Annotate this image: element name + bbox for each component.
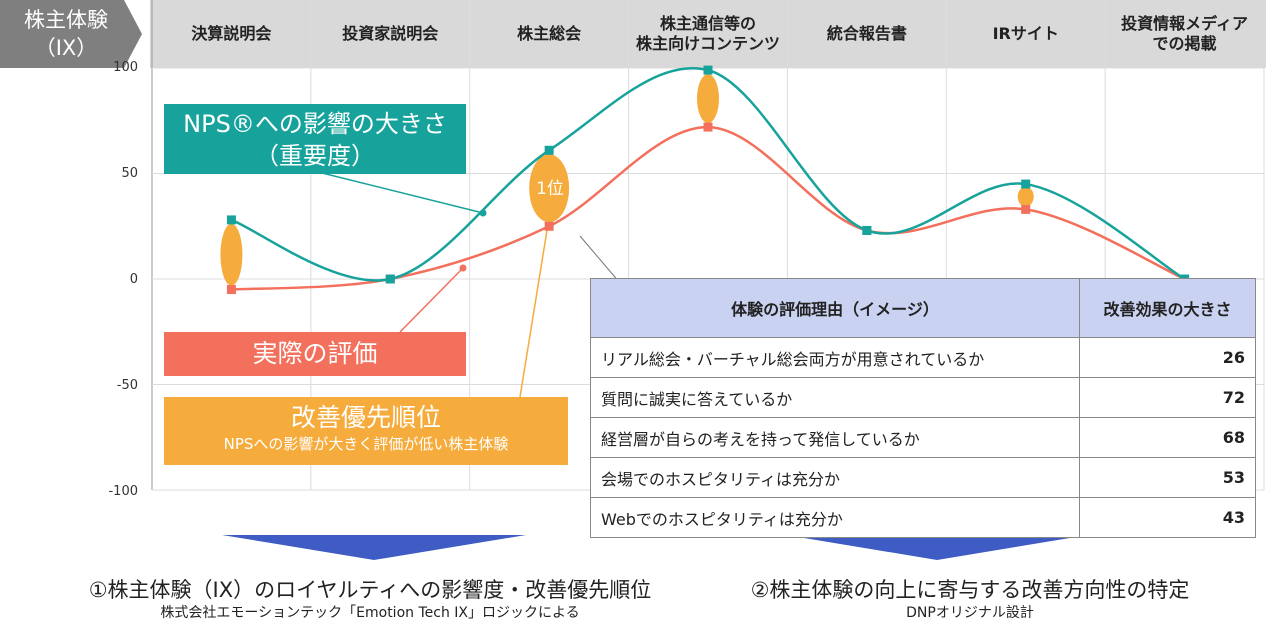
table-row: 質問に誠実に答えているか 72 xyxy=(590,377,1256,418)
series-lines xyxy=(226,65,1190,295)
table-row: リアル総会・バーチャル総会両方が用意されているか 26 xyxy=(590,337,1256,378)
category-header: 投資情報メディア での掲載 xyxy=(1121,14,1248,53)
priority-subtitle: NPSへの影響が大きく評価が低い株主体験 xyxy=(223,435,509,453)
series-point xyxy=(703,65,713,75)
effect-cell: 53 xyxy=(1079,457,1256,498)
reason-cell: 会場でのホスピタリティは充分か xyxy=(590,457,1080,498)
table-header-row: 体験の評価理由（イメージ） 改善効果の大きさ xyxy=(590,278,1256,338)
category-header: 決算説明会 xyxy=(191,24,272,43)
right-bottom-title: ②株主体験の向上に寄与する改善方向性の特定 xyxy=(750,578,1190,602)
y-tick-label: -100 xyxy=(108,484,138,499)
series-point xyxy=(703,122,713,132)
series-point xyxy=(226,285,236,295)
table-pointer-line xyxy=(579,235,621,284)
nps-callout-line xyxy=(309,169,484,214)
priority-legend-box: 改善優先順位 NPSへの影響が大きく評価が低い株主体験 xyxy=(164,397,568,465)
right-down-arrow xyxy=(786,535,1088,560)
badge-line1: 株主体験 xyxy=(24,8,108,32)
effect-cell: 68 xyxy=(1079,417,1256,458)
series-point xyxy=(862,225,872,235)
reason-cell: リアル総会・バーチャル総会両方が用意されているか xyxy=(590,337,1080,378)
table-row: 経営層が自らの考えを持って発信しているか 68 xyxy=(590,417,1256,458)
category-header: 投資家説明会 xyxy=(342,24,439,43)
series-point xyxy=(226,215,236,225)
header-reason: 体験の評価理由（イメージ） xyxy=(590,278,1080,338)
actual-callout-line xyxy=(399,267,464,333)
gap-markers xyxy=(220,74,1034,286)
table-row: 会場でのホスピタリティは充分か 53 xyxy=(590,457,1256,498)
actual-label: 実際の評価 xyxy=(252,339,378,368)
y-tick-label: 50 xyxy=(121,166,138,181)
series-point xyxy=(544,145,554,155)
y-tick-label: 100 xyxy=(113,60,138,75)
gap-marker xyxy=(1017,186,1034,207)
nps-label-line2: （重要度） xyxy=(255,142,375,170)
table-row: Webでのホスピタリティは充分か 43 xyxy=(590,497,1256,538)
series-point xyxy=(544,221,554,231)
gap-marker xyxy=(220,223,243,286)
y-tick-label: 0 xyxy=(129,272,138,287)
gap-marker xyxy=(529,154,570,223)
category-header: IRサイト xyxy=(992,24,1059,43)
series-point xyxy=(385,274,395,284)
badge-line2: （IX） xyxy=(34,36,98,60)
category-header: 株主総会 xyxy=(517,24,582,43)
y-tick-label: -50 xyxy=(116,378,138,393)
effect-cell: 26 xyxy=(1079,337,1256,378)
actual-legend-box: 実際の評価 xyxy=(164,332,466,376)
gap-marker xyxy=(697,74,719,124)
category-header: 統合報告書 xyxy=(826,24,907,43)
effect-cell: 43 xyxy=(1079,497,1256,538)
series-point xyxy=(1021,179,1031,189)
right-bottom-subtitle: DNPオリジナル設計 xyxy=(906,605,1034,621)
reason-cell: 経営層が自らの考えを持って発信しているか xyxy=(590,417,1080,458)
header-effect: 改善効果の大きさ xyxy=(1079,278,1256,338)
effect-cell: 72 xyxy=(1079,377,1256,418)
category-header: 株主通信等の 株主向けコンテンツ xyxy=(635,14,780,53)
ix-badge: 株主体験 （IX） xyxy=(0,0,150,68)
rank-label: 1位 xyxy=(536,179,564,199)
reason-table: 体験の評価理由（イメージ） 改善効果の大きさ リアル総会・バーチャル総会両方が用… xyxy=(590,278,1256,538)
category-header-bar xyxy=(150,0,1266,68)
priority-callout-line xyxy=(519,217,550,398)
nps-legend-box: NPS®への影響の大きさ （重要度） xyxy=(164,104,466,174)
actual-callout-dot xyxy=(459,264,467,272)
reason-cell: 質問に誠実に答えているか xyxy=(590,377,1080,418)
nps-label-line1: NPS®への影響の大きさ xyxy=(183,110,447,138)
reason-cell: Webでのホスピタリティは充分か xyxy=(590,497,1080,538)
left-down-arrow xyxy=(222,535,526,560)
left-bottom-title: ①株主体験（IX）のロイヤルティへの影響度・改善優先順位 xyxy=(88,578,652,602)
left-bottom-subtitle: 株式会社エモーションテック「Emotion Tech IX」ロジックによる xyxy=(160,605,580,621)
priority-title: 改善優先順位 xyxy=(290,403,441,432)
series-point xyxy=(1021,204,1031,214)
